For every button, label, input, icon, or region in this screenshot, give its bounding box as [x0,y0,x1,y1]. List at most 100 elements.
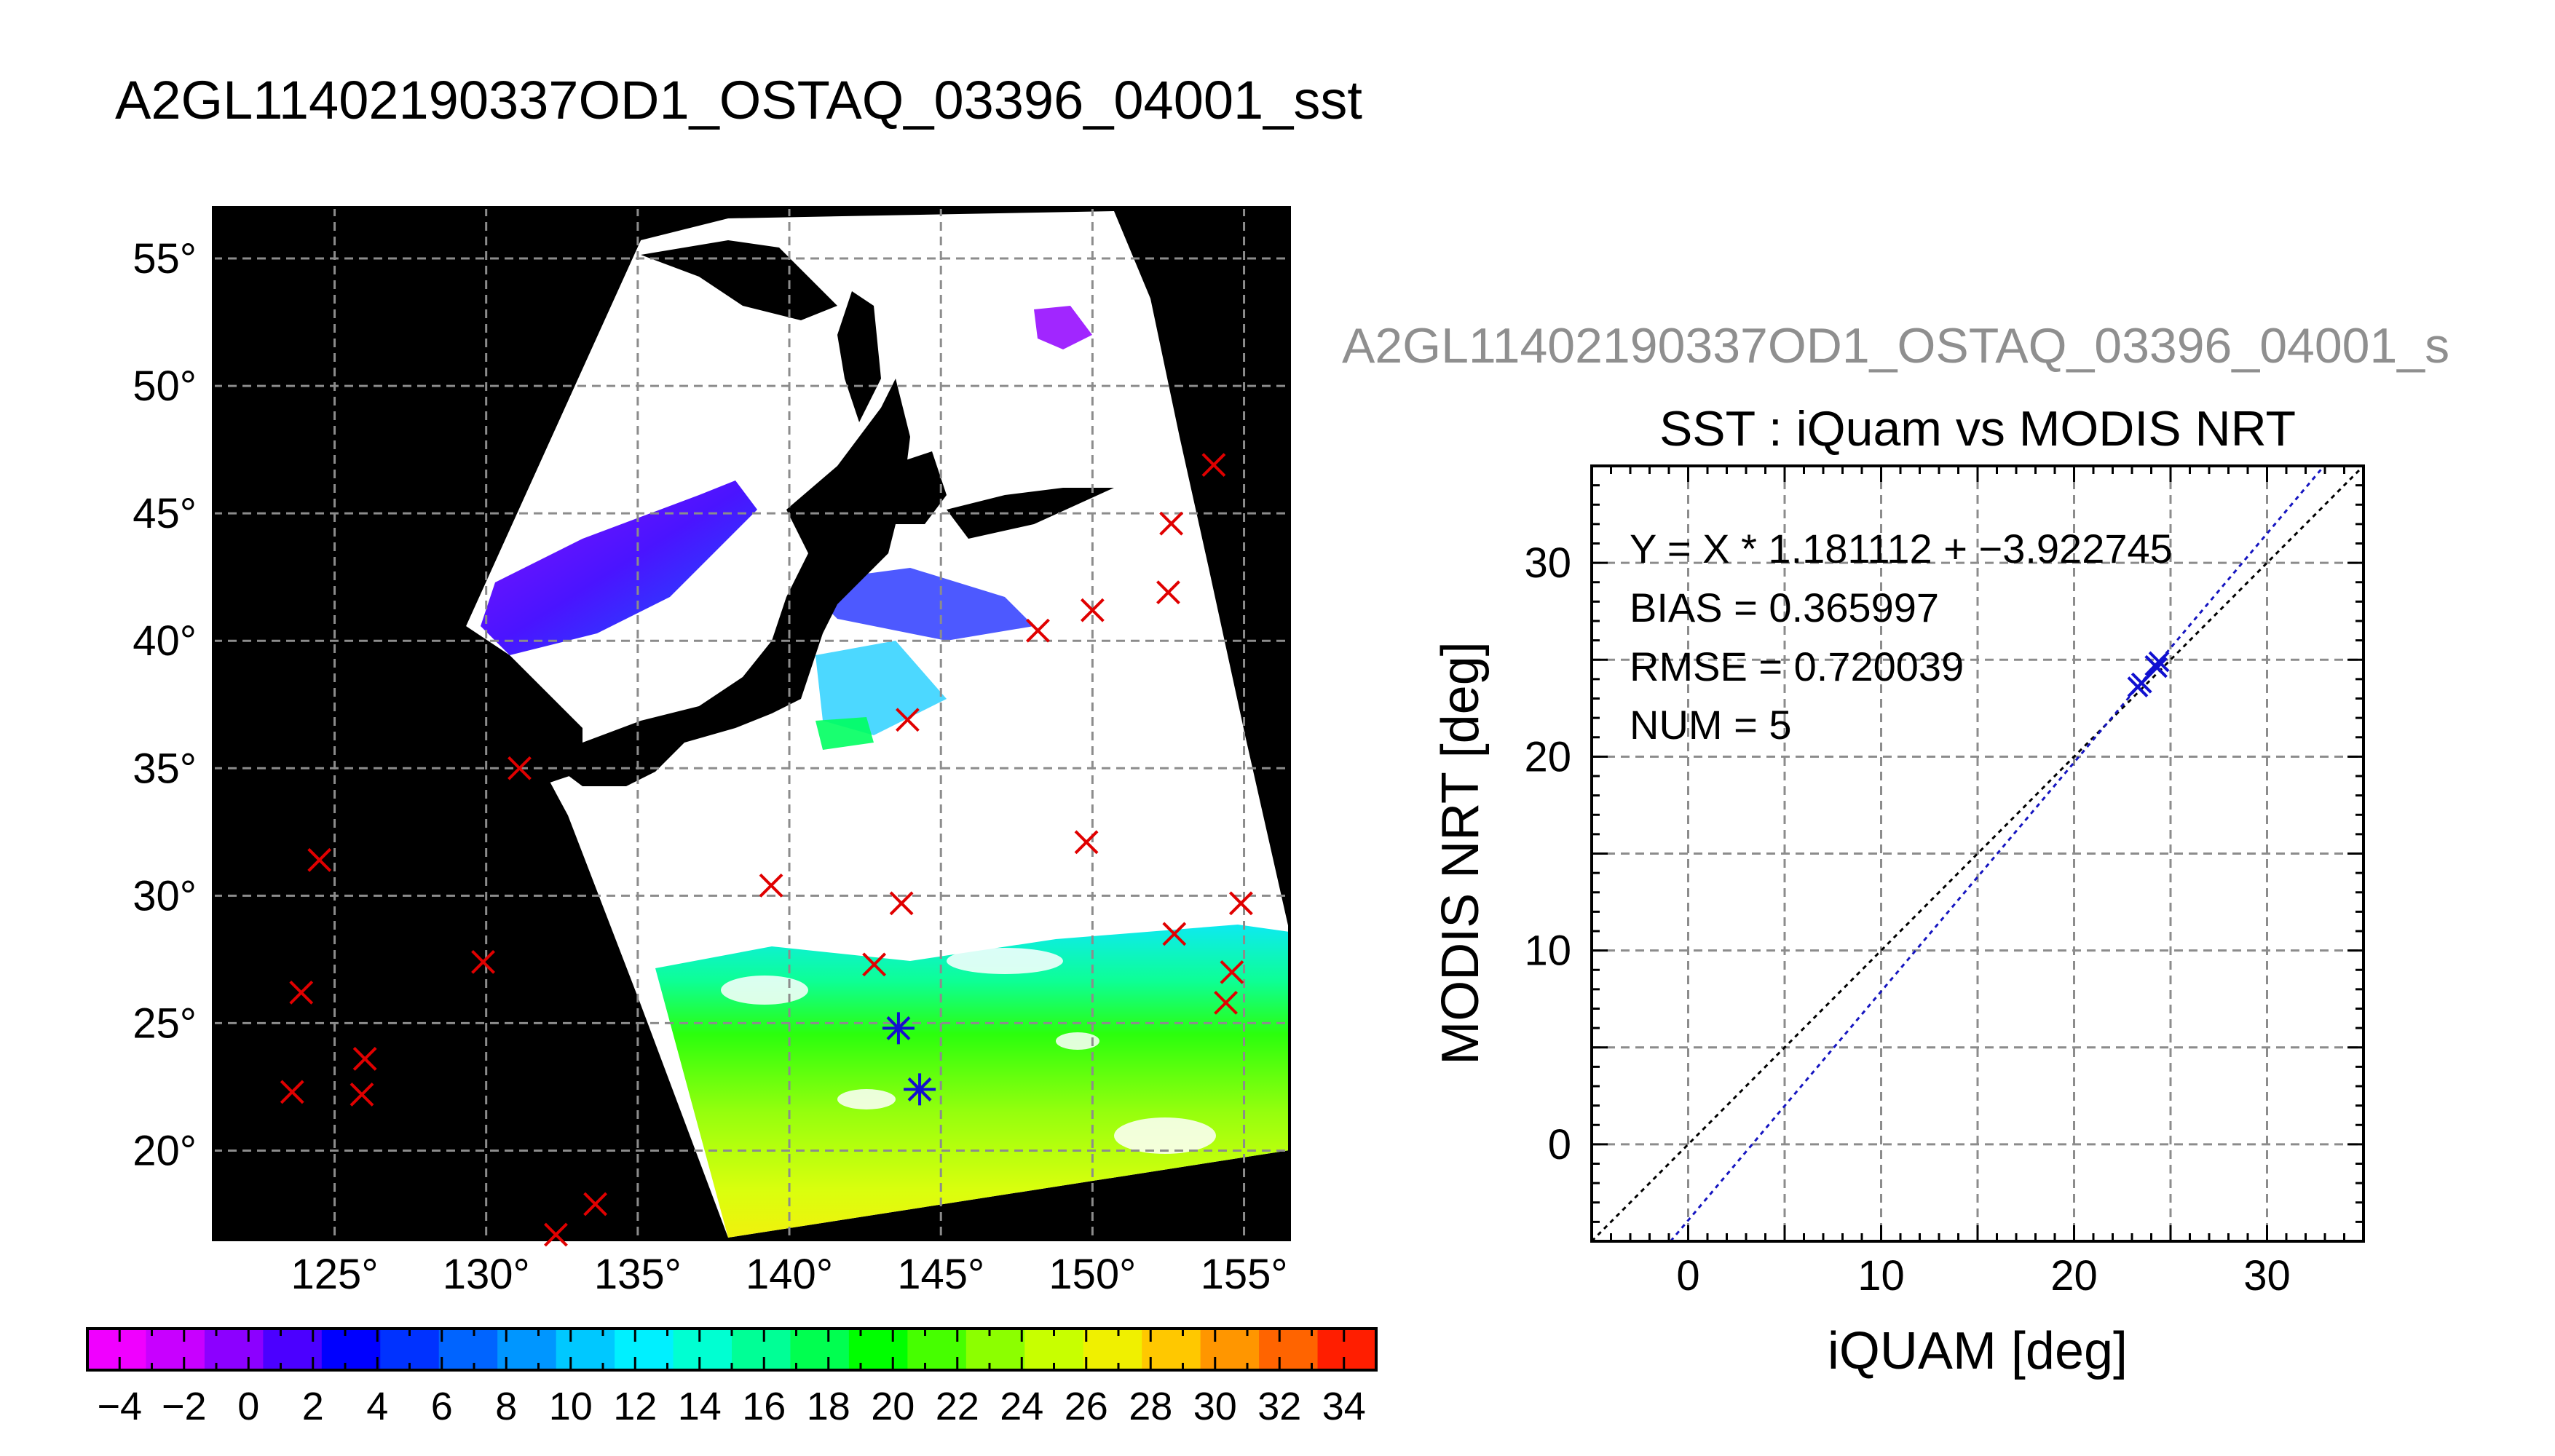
colorbar-label: 16 [742,1385,786,1428]
colorbar-cell [848,1329,908,1370]
stats-fit: Y = X * 1.181112 + −3.922745 [1630,526,2173,571]
iquam-marker [289,980,314,1005]
colorbar-label: 20 [871,1385,915,1428]
iquam-marker [350,1083,374,1107]
iquam-marker [1159,511,1184,536]
colorbar-cell [1259,1329,1319,1370]
scatter-frame [1590,464,2365,1243]
colorbar-cell [1200,1329,1260,1370]
iquam-marker [1026,618,1050,643]
iquam-marker [508,756,532,780]
scatter-x-tick-label: 10 [1857,1252,1905,1299]
iquam-marker [471,949,495,974]
colorbar-label: 34 [1322,1385,1366,1428]
iquam-marker [895,708,920,732]
colorbar-label: 28 [1129,1385,1172,1428]
stats-rmse: RMSE = 0.720039 [1630,644,1964,689]
sst-cold-patch-east [801,568,1034,641]
sst-purple-spot [1034,306,1092,349]
iquam-marker [1201,453,1226,478]
scatter-xlabel: iQUAM [deg] [1828,1322,2128,1380]
iquam-marker [759,873,783,898]
colorbar-label: 32 [1257,1385,1301,1428]
scatter-x-tick-label: 20 [2050,1252,2098,1299]
stats-block: Y = X * 1.181112 + −3.922745 BIAS = 0.36… [1630,526,2173,748]
map-y-axis: 55° 50° 45° 40° 35° 30° 25° 20° [133,235,197,1174]
colorbar-cell [321,1329,381,1370]
scatter-point [2147,657,2168,678]
colorbar-cell [87,1329,146,1370]
colorbar-label: 14 [678,1385,722,1428]
colorbar-cell [1083,1329,1142,1370]
scatter-x-axis: 0 10 20 30 [1676,1252,2290,1299]
sst-warm-band [655,925,1290,1238]
colorbar-cell [556,1329,615,1370]
scatter-points [2127,651,2170,697]
scatter-x-tick-label: 30 [2243,1252,2291,1299]
colorbar-label: −4 [97,1385,142,1428]
colorbar-label: 26 [1065,1385,1108,1428]
sst-green-spot [816,717,874,750]
scatter-x-tick-label: 0 [1676,1252,1699,1299]
colorbar-cell [965,1329,1025,1370]
map-y-tick-label: 25° [133,1000,197,1047]
map-y-tick-label: 50° [133,363,197,410]
stats-bias: BIAS = 0.365997 [1630,585,1939,630]
colorbar-cell [146,1329,205,1370]
scatter-y-tick-label: 20 [1524,733,1571,780]
colorbar-label: −2 [162,1385,207,1428]
land-mask [213,207,1114,786]
iquam-marker [1214,990,1238,1015]
map-y-tick-label: 35° [133,745,197,792]
map-y-tick-label: 40° [133,617,197,665]
colorbar-cell [732,1329,791,1370]
colorbar-cell [615,1329,674,1370]
iquam-marker [1162,922,1187,946]
map-y-tick-label: 45° [133,490,197,537]
map-x-tick-label: 155° [1201,1251,1288,1298]
map-x-tick-label: 140° [746,1251,833,1298]
colorbar-cell [1317,1329,1377,1370]
scatter-y-tick-label: 0 [1548,1121,1571,1168]
map-x-axis: 125° 130° 135° 140° 145° 150° 155° [291,1251,1288,1298]
iquam-marker [1156,580,1180,605]
colorbar-cell [438,1329,498,1370]
scatter-grid [1592,466,2364,1241]
colorbar-cell [790,1329,850,1370]
scatter-header: A2GL11402190337OD1_OSTAQ_03396_04001_s [1342,318,2449,373]
fit-line [1669,466,2326,1241]
iquam-marker [352,1046,377,1071]
sst-cold-patch [481,480,757,655]
iquam-marker [307,847,332,872]
colorbar-label: 22 [936,1385,979,1428]
map-markers [280,453,1253,1247]
scatter-y-tick-label: 30 [1524,539,1571,587]
scatter-ylabel: MODIS NRT [deg] [1431,641,1490,1065]
map-x-tick-label: 125° [291,1251,379,1298]
colorbar-label: 2 [302,1385,324,1428]
scatter-y-tick-label: 10 [1524,927,1571,975]
map-grid [213,207,1290,1240]
map-y-tick-label: 30° [133,872,197,919]
colorbar-label: 0 [237,1385,259,1428]
colorbar-label: 6 [431,1385,453,1428]
identity-line [1592,466,2364,1241]
stats-num: NUM = 5 [1630,702,1792,748]
cloud-speckle [721,948,1216,1154]
iquam-marker [1074,830,1099,855]
colorbar-cell [204,1329,264,1370]
colorbar-label: 30 [1193,1385,1237,1428]
iquam-marker [1220,960,1244,984]
scatter-point [2148,651,2170,673]
iquam-marker [544,1222,568,1247]
map-y-tick-label: 55° [133,235,197,282]
colorbar-label: 10 [549,1385,593,1428]
map-y-tick-label: 20° [133,1127,197,1174]
colorbar-label: 4 [366,1385,388,1428]
colorbar-label: 18 [807,1385,850,1428]
iquam-marker [889,891,914,916]
matched-marker [882,1012,915,1045]
scatter-plot: SST : iQuam vs MODIS NRT 0 10 20 30 0 10 20 30… [1431,401,2365,1380]
matched-marker [904,1073,936,1106]
